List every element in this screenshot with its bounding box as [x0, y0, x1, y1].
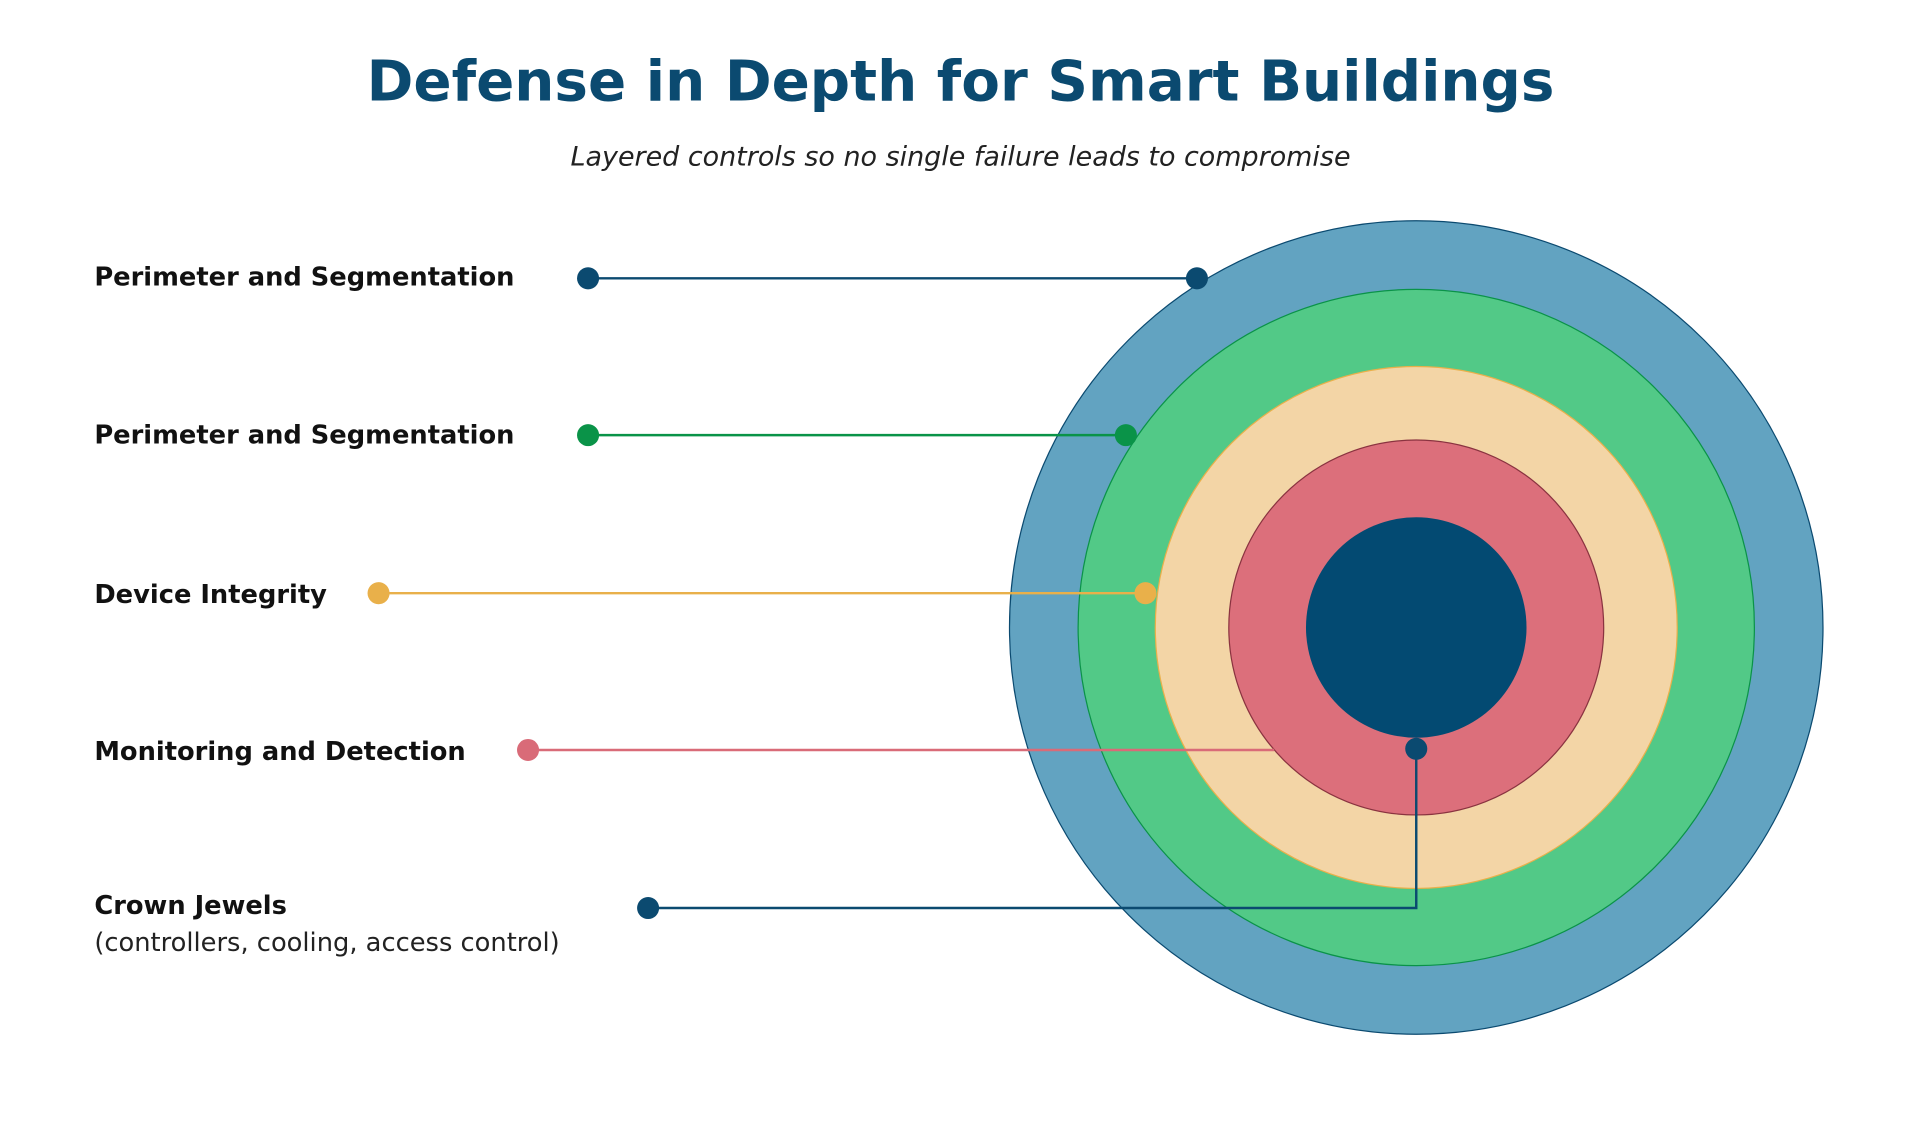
connector	[577, 267, 1208, 290]
connector	[367, 582, 1157, 605]
connector	[577, 424, 1137, 447]
connector	[517, 738, 1275, 762]
layer-label: Perimeter and Segmentation	[94, 263, 514, 293]
subtitle: Layered controls so no single failure le…	[570, 142, 1350, 173]
core	[1305, 517, 1527, 738]
connector	[637, 737, 1428, 920]
layer-note: (controllers, cooling, access control)	[94, 928, 559, 958]
layer-label: Monitoring and Detection	[94, 737, 465, 767]
layer-label: Device Integrity	[94, 580, 327, 610]
title: Defense in Depth for Smart Buildings	[367, 50, 1555, 115]
layer-label: Perimeter and Segmentation	[94, 421, 514, 451]
layer-label: Crown Jewels	[94, 891, 287, 921]
